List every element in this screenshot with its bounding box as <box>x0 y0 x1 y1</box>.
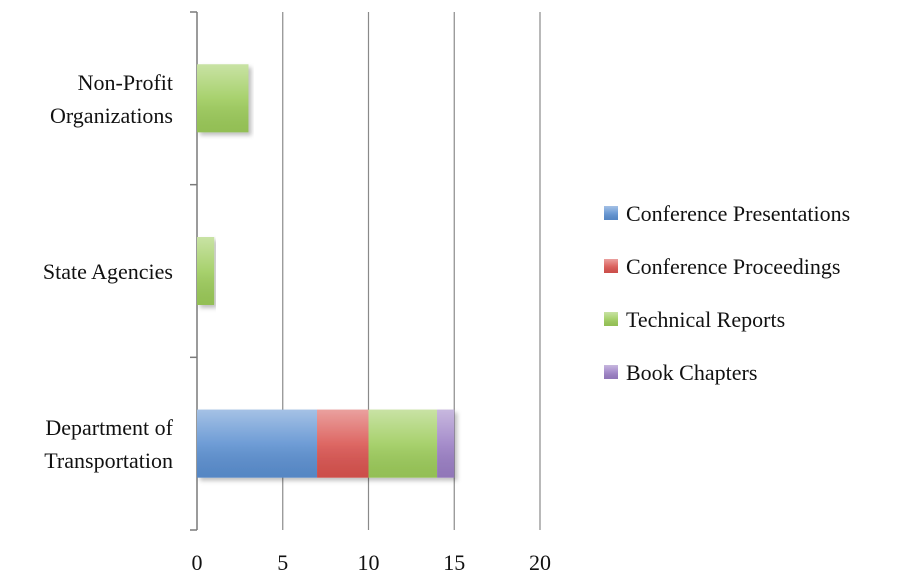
bars-layer <box>197 64 455 478</box>
legend-label: Technical Reports <box>626 307 785 332</box>
legend-item: Book Chapters <box>604 360 757 385</box>
bar-stack <box>197 409 455 478</box>
bar-segment-gloss <box>197 237 215 305</box>
bar-segment-gloss <box>317 409 369 478</box>
bar-segment-gloss <box>197 409 318 478</box>
labels-layer: 0 5 10 15 20 Department of Transportation State… <box>43 70 551 575</box>
bar-segment-gloss <box>437 409 455 478</box>
legend-item: Conference Presentations <box>604 201 850 226</box>
legend-item: Conference Proceedings <box>604 254 840 279</box>
axis-layer <box>190 11 198 531</box>
legend-label: Conference Presentations <box>626 201 850 226</box>
legend-label: Conference Proceedings <box>626 254 840 279</box>
legend-swatch-gloss <box>604 259 618 273</box>
x-tick-label: 15 <box>443 550 465 575</box>
legend-swatch-gloss <box>604 206 618 220</box>
category-label: Non-Profit Organizations <box>50 70 173 128</box>
bar-stack <box>197 237 215 305</box>
category-label: Department of Transportation <box>44 415 173 473</box>
bar-stack <box>197 64 249 133</box>
legend-label: Book Chapters <box>626 360 757 385</box>
x-tick-label: 5 <box>277 550 288 575</box>
x-tick-label: 0 <box>192 550 203 575</box>
legend: Conference Presentations Conference Proce… <box>604 201 850 385</box>
x-tick-label: 20 <box>529 550 551 575</box>
bar-segment-gloss <box>197 64 249 133</box>
legend-item: Technical Reports <box>604 307 785 332</box>
legend-swatch-gloss <box>604 312 618 326</box>
bar-segment-gloss <box>368 409 438 478</box>
x-tick-label: 10 <box>358 550 380 575</box>
category-label: State Agencies <box>43 259 173 284</box>
legend-swatch-gloss <box>604 365 618 379</box>
